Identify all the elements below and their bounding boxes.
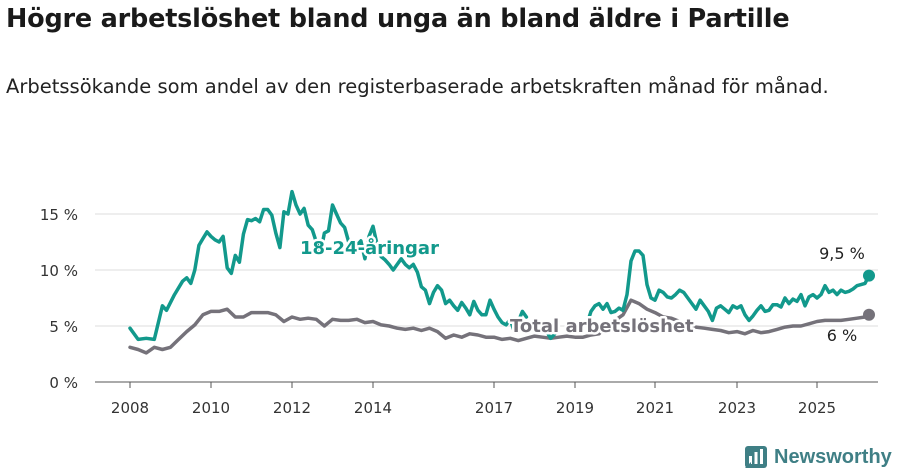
y-tick-label: 0 % <box>49 374 78 392</box>
series-line-youth <box>544 329 557 341</box>
y-tick-label: 15 % <box>40 206 78 224</box>
page-subtitle: Arbetssökande som andel av den registerb… <box>6 75 829 98</box>
y-tick-label: 10 % <box>40 262 78 280</box>
series-end-dot-total <box>863 308 875 321</box>
x-tick-label: 2008 <box>111 399 149 417</box>
x-tick-label: 2025 <box>798 399 836 417</box>
end-value-label-youth: 9,5 % <box>819 244 865 263</box>
x-tick-label: 2014 <box>354 399 392 417</box>
x-tick-label: 2017 <box>475 399 513 417</box>
brand-logo[interactable]: Newsworthy <box>744 443 892 471</box>
brand-name: Newsworthy <box>774 445 892 468</box>
y-tick-label: 5 % <box>49 318 78 336</box>
x-tick-label: 2019 <box>556 399 594 417</box>
x-tick-label: 2023 <box>718 399 756 417</box>
series-line-total <box>128 298 871 355</box>
series-line-youth <box>585 249 871 326</box>
series-end-dot-youth <box>863 269 875 282</box>
x-tick-label: 2012 <box>273 399 311 417</box>
x-tick-label: 2010 <box>192 399 230 417</box>
end-value-label-total: 6 % <box>827 326 857 345</box>
page-title: Högre arbetslöshet bland unga än bland ä… <box>6 4 790 34</box>
series-label-total: Total arbetslöshet <box>510 316 694 337</box>
newsworthy-icon <box>745 446 767 468</box>
series-label-youth: 18-24-åringar <box>300 237 439 259</box>
x-tick-label: 2021 <box>636 399 674 417</box>
series-line-youth <box>128 189 529 342</box>
